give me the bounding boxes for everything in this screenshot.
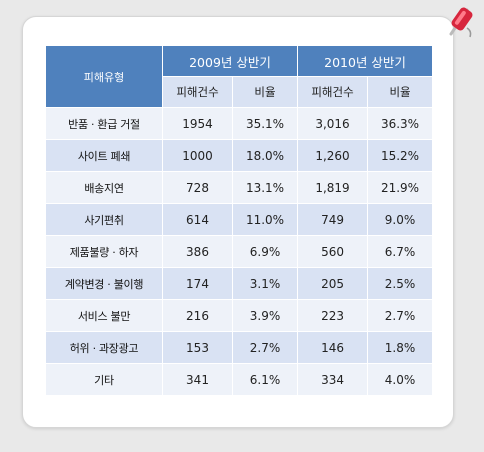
subheader-ratio-2010: 비율 [367,76,434,108]
cell-ratio-2010: 15.2% [367,139,434,172]
cell-damage-type: 계약변경 · 불이행 [45,267,163,300]
cell-count-2009: 1954 [162,107,233,140]
cell-count-2010: 205 [297,267,369,300]
header-damage-type: 피해유형 [45,45,163,108]
table-row: 사이트 폐쇄 1000 18.0% 1,260 15.2% [45,139,434,172]
cell-count-2009: 728 [162,171,233,204]
cell-ratio-2010: 4.0% [367,363,434,396]
subheader-count-2009: 피해건수 [162,76,233,108]
cell-ratio-2009: 11.0% [231,203,299,236]
table-row: 계약변경 · 불이행 174 3.1% 205 2.5% [45,267,434,300]
cell-damage-type: 배송지연 [45,171,163,204]
cell-count-2009: 614 [162,203,233,236]
damage-type-table: 피해유형 2009년 상반기 2010년 상반기 피해건수 비율 피해건수 비율… [45,45,434,396]
table-row: 제품불량 · 하자 386 6.9% 560 6.7% [45,235,434,268]
header-period-2010: 2010년 상반기 [297,45,434,77]
table-row: 서비스 불만 216 3.9% 223 2.7% [45,299,434,332]
cell-ratio-2009: 6.9% [231,235,299,268]
cell-ratio-2010: 6.7% [367,235,434,268]
cell-damage-type: 사기편취 [45,203,163,236]
cell-count-2010: 560 [297,235,369,268]
table-row: 사기편취 614 11.0% 749 9.0% [45,203,434,236]
cell-damage-type: 제품불량 · 하자 [45,235,163,268]
table-row: 허위 · 과장광고 153 2.7% 146 1.8% [45,331,434,364]
cell-count-2010: 1,260 [297,139,369,172]
table-row: 배송지연 728 13.1% 1,819 21.9% [45,171,434,204]
cell-ratio-2009: 3.1% [231,267,299,300]
cell-ratio-2009: 2.7% [231,331,299,364]
header-period-2009: 2009년 상반기 [161,45,299,77]
cell-ratio-2010: 36.3% [367,107,434,140]
cell-count-2009: 174 [162,267,233,300]
cell-ratio-2010: 1.8% [367,331,434,364]
cell-ratio-2010: 21.9% [367,171,434,204]
cell-count-2010: 3,016 [297,107,369,140]
pushpin-icon [449,7,473,38]
cell-ratio-2009: 6.1% [231,363,299,396]
cell-damage-type: 허위 · 과장광고 [45,331,163,364]
cell-count-2010: 749 [297,203,369,236]
subheader-count-2010: 피해건수 [297,76,369,108]
cell-ratio-2009: 13.1% [231,171,299,204]
cell-count-2010: 334 [297,363,369,396]
cell-ratio-2010: 9.0% [367,203,434,236]
cell-damage-type: 반품 · 환급 거절 [45,107,163,140]
cell-count-2009: 341 [162,363,233,396]
cell-ratio-2009: 35.1% [231,107,299,140]
cell-count-2010: 1,819 [297,171,369,204]
cell-count-2009: 1000 [162,139,233,172]
cell-ratio-2010: 2.7% [367,299,434,332]
subheader-ratio-2009: 비율 [231,76,299,108]
cell-count-2010: 223 [297,299,369,332]
cell-ratio-2009: 3.9% [231,299,299,332]
cell-damage-type: 서비스 불만 [45,299,163,332]
cell-ratio-2010: 2.5% [367,267,434,300]
table-row: 반품 · 환급 거절 1954 35.1% 3,016 36.3% [45,107,434,140]
cell-count-2009: 386 [162,235,233,268]
table-row: 기타 341 6.1% 334 4.0% [45,363,434,396]
cell-count-2010: 146 [297,331,369,364]
cell-count-2009: 216 [162,299,233,332]
cell-ratio-2009: 18.0% [231,139,299,172]
cell-damage-type: 사이트 폐쇄 [45,139,163,172]
cell-damage-type: 기타 [45,363,163,396]
cell-count-2009: 153 [162,331,233,364]
